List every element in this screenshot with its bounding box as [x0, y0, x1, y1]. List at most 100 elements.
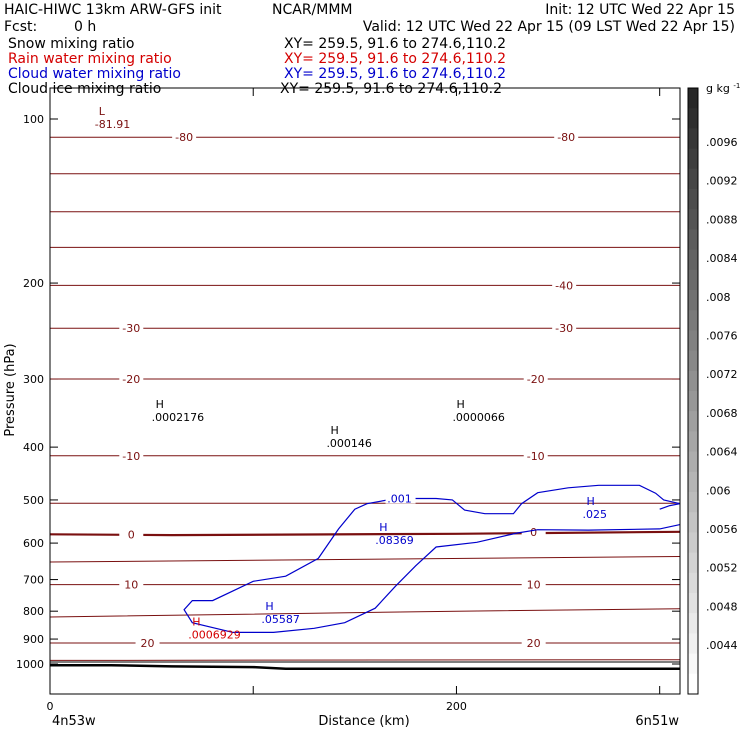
field-name-rain: Rain water mixing ratio	[8, 51, 172, 67]
y-tick-label: 400	[23, 441, 44, 454]
colorbar-swatch	[688, 168, 698, 190]
colorbar-label: .0096	[706, 136, 738, 149]
colorbar-swatch	[688, 593, 698, 614]
extremum-value: .025	[583, 508, 608, 521]
y-tick-label: 100	[23, 113, 44, 126]
colorbar-label: .0052	[706, 562, 738, 575]
isotherm-label-bg	[521, 525, 546, 537]
contour-label-bg	[385, 491, 416, 504]
isotherm-label-bg	[521, 636, 546, 648]
isotherm-label-bg	[135, 636, 160, 648]
plot-frame	[49, 87, 681, 695]
colorbar-swatch	[688, 88, 698, 109]
isotherm-label: -80	[557, 131, 575, 144]
extremum-value: .08369	[375, 534, 414, 547]
isotherm-label-bg	[119, 449, 144, 461]
isotherm-label: 10	[124, 579, 138, 592]
colorbar: .0096 .0092 .0088 .0084 .008 .0076 .0072 .0068.…	[687, 87, 738, 695]
colorbar-label: .0084	[706, 252, 738, 265]
extremum-value: -81.91	[95, 118, 130, 131]
colorbar-swatch	[688, 431, 698, 453]
colorbar-label: .0056	[706, 523, 738, 536]
isotherm-label-bg	[521, 578, 546, 590]
isotherm-label: -10	[527, 450, 545, 463]
x-tick-label: 0	[47, 700, 54, 713]
isotherm-label: -30	[555, 322, 573, 335]
colorbar-swatch	[688, 128, 698, 150]
colorbar-swatch	[688, 653, 698, 675]
colorbar-label: .008	[706, 291, 731, 304]
init-time: Init: 12 UTC Wed 22 Apr 15	[545, 2, 735, 18]
colorbar-units: g kg -1	[706, 82, 740, 95]
colorbar-swatch	[688, 673, 698, 695]
x-endpoint-right: 6n51w	[635, 714, 679, 729]
colorbar-swatch	[688, 532, 698, 554]
field-xy-rain: XY= 259.5, 91.6 to 274.6,110.2	[284, 51, 506, 67]
org-label: NCAR/MMM	[272, 2, 353, 18]
isotherm-label-bg	[119, 373, 144, 385]
colorbar-swatch	[688, 391, 698, 412]
colorbar-label: .0048	[706, 600, 738, 613]
field-name-snow: Snow mixing ratio	[8, 36, 134, 52]
isotherm-label-bg	[119, 528, 144, 540]
y-tick-label: 1000	[16, 658, 44, 671]
isotherm-label: 0	[530, 526, 537, 539]
colorbar-swatch	[688, 633, 698, 655]
extremum-symbol: H	[587, 495, 595, 508]
colorbar-swatch	[688, 451, 698, 473]
y-tick-label: 200	[23, 277, 44, 290]
isotherm-label-bg	[523, 449, 548, 461]
isotherm-label: 0	[128, 528, 135, 541]
y-tick-label: 500	[23, 494, 44, 507]
y-tick-label: 800	[23, 605, 44, 618]
valid-time: Valid: 12 UTC Wed 22 Apr 15 (09 LST Wed …	[363, 19, 735, 35]
extremum-symbol: H	[192, 616, 200, 629]
isotherm-label-bg	[554, 131, 579, 143]
colorbar-swatch	[688, 613, 698, 634]
isotherm-label: -30	[122, 322, 140, 335]
colorbar-swatch	[688, 290, 698, 311]
y-tick-label: 900	[23, 633, 44, 646]
y-axis-label: Pressure (hPa)	[3, 343, 18, 436]
isotherm-line	[49, 659, 681, 661]
y-tick-label: 700	[23, 574, 44, 587]
extremum-symbol: H	[265, 600, 273, 613]
colorbar-swatch	[688, 411, 698, 432]
field-xy-cloud-ice: XY= 259.5, 91.6 to 274.6,110.2	[280, 81, 502, 97]
colorbar-swatch	[688, 471, 698, 493]
y-tick-label: 300	[23, 373, 44, 386]
isotherm-line	[49, 556, 681, 563]
cloud-water-contour	[183, 484, 681, 633]
colorbar-swatch	[688, 492, 698, 513]
isotherm-label-bg	[119, 578, 144, 590]
model-title: HAIC-HIWC 13km ARW-GFS init	[4, 2, 222, 18]
colorbar-frame	[687, 87, 699, 695]
isotherm-label: -10	[122, 450, 140, 463]
colorbar-label: .0092	[706, 175, 738, 188]
extremum-symbol: H	[379, 521, 387, 534]
isotherm-label-bg	[523, 373, 548, 385]
y-tick-label: 600	[23, 537, 44, 550]
colorbar-swatch	[688, 189, 698, 210]
isotherm-label: -20	[527, 373, 545, 386]
isotherm-label-bg	[552, 279, 577, 291]
extremum-symbol: H	[330, 424, 338, 437]
colorbar-swatch	[688, 552, 698, 574]
extremum-value: .0000066	[452, 411, 505, 424]
colorbar-swatch	[688, 350, 698, 372]
colorbar-label: .0068	[706, 407, 738, 420]
extremum-value: .000146	[326, 437, 372, 450]
colorbar-swatch	[688, 249, 698, 271]
isotherm-label: -80	[175, 131, 193, 144]
colorbar-label: .006	[706, 484, 731, 497]
isotherm-label: -20	[122, 373, 140, 386]
isotherm-label: 20	[527, 637, 541, 650]
extremum-symbol: H	[456, 398, 464, 411]
extremum-value: .0002176	[152, 411, 205, 424]
colorbar-label: .0064	[706, 446, 738, 459]
cloud-water-contour-label: .001	[387, 493, 412, 506]
isotherm-label: -40	[555, 279, 573, 292]
fcst-value: 0 h	[74, 19, 96, 35]
colorbar-label: .0072	[706, 368, 738, 381]
